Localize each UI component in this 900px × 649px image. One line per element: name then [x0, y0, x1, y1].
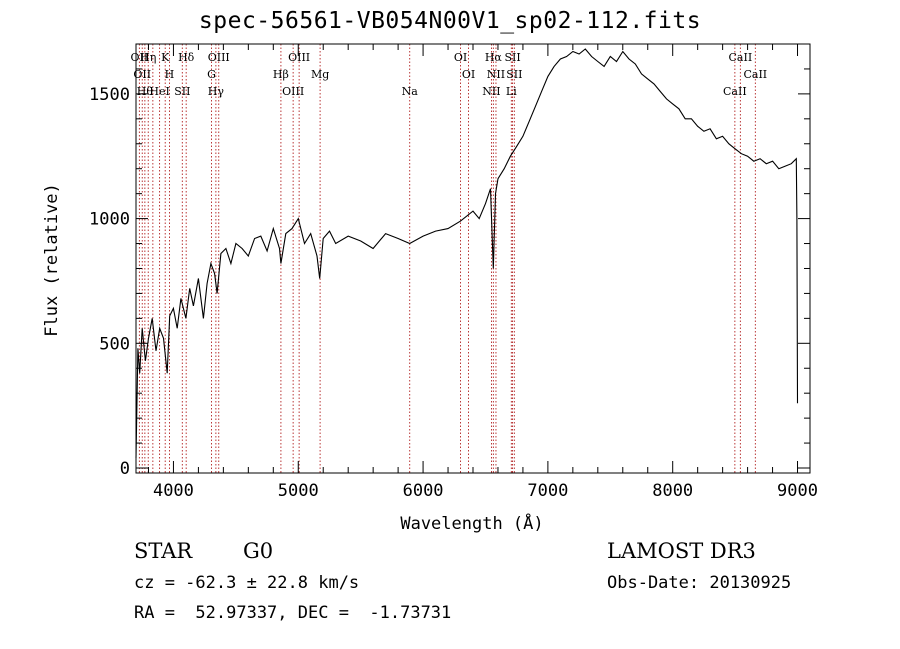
line-marker-label: K [161, 51, 170, 64]
line-marker-label: Hβ [273, 68, 289, 81]
y-tick-label: 1000 [89, 210, 130, 230]
line-marker-label: H [165, 68, 175, 81]
line-marker-label: CaII [729, 51, 753, 64]
line-marker-label: Hγ [208, 85, 225, 98]
line-marker-label: SII [504, 51, 520, 64]
line-marker-label: Hθ [137, 85, 154, 98]
y-tick-label: 500 [99, 334, 130, 354]
x-tick-label: 4000 [153, 481, 194, 501]
line-marker-label: OI [454, 51, 467, 64]
x-tick-label: 9000 [777, 481, 818, 501]
x-tick-label: 7000 [527, 481, 568, 501]
y-tick-label: 0 [120, 459, 130, 479]
line-marker-label: G [207, 68, 216, 81]
line-marker-label: NII [482, 85, 500, 98]
line-marker-label: HeI [149, 85, 169, 98]
line-marker-label: NII [487, 68, 505, 81]
observation-date: Obs-Date: 20130925 [607, 573, 792, 593]
spectrum-series-line [135, 48, 799, 459]
line-marker-label: OII [131, 51, 149, 64]
line-marker-label: OIII [282, 85, 304, 98]
object-class: STAR [134, 539, 193, 563]
line-marker-label: Li [506, 85, 517, 98]
redshift-readout: cz = -62.3 ± 22.8 km/s [134, 573, 360, 593]
x-tick-label: 8000 [652, 481, 693, 501]
line-marker-label: Hδ [178, 51, 195, 64]
x-tick-label: 5000 [278, 481, 319, 501]
chart-title: spec-56561-VB054N00V1_sp02-112.fits [198, 8, 702, 34]
x-axis-label: Wavelength (Å) [400, 512, 543, 534]
line-marker-label: OIII [208, 51, 230, 64]
line-marker-label: Hα [485, 51, 503, 64]
line-marker-labels: OIIOIIHθHηHeIKHSIIHδGHγOIIIHβOIIIOIIIMgN… [131, 51, 768, 98]
line-marker-label: Mg [311, 68, 329, 81]
axis-tick-labels: 4000 5000 6000 7000 8000 9000 0 500 1000 1500 [89, 85, 818, 501]
coordinates-readout: RA = 52.97337, DEC = -1.73731 [134, 603, 452, 623]
x-tick-label: 6000 [403, 481, 444, 501]
plot-frame [135, 43, 811, 474]
line-marker-label: Na [402, 85, 419, 98]
line-marker-label: CaII [723, 85, 747, 98]
line-marker-label: CaII [743, 68, 767, 81]
axis-ticks [136, 43, 810, 473]
line-marker-label: SII [174, 85, 190, 98]
line-marker-label: SII [506, 68, 522, 81]
line-marker-label: OI [462, 68, 475, 81]
line-marker-label: Hη [140, 51, 156, 64]
line-marker-label: OII [133, 68, 151, 81]
line-marker-label: OIII [288, 51, 310, 64]
y-axis-label: Flux (relative) [42, 183, 62, 337]
y-tick-label: 1500 [89, 85, 130, 105]
object-subclass: G0 [243, 539, 274, 563]
survey-name: LAMOST DR3 [607, 539, 756, 563]
